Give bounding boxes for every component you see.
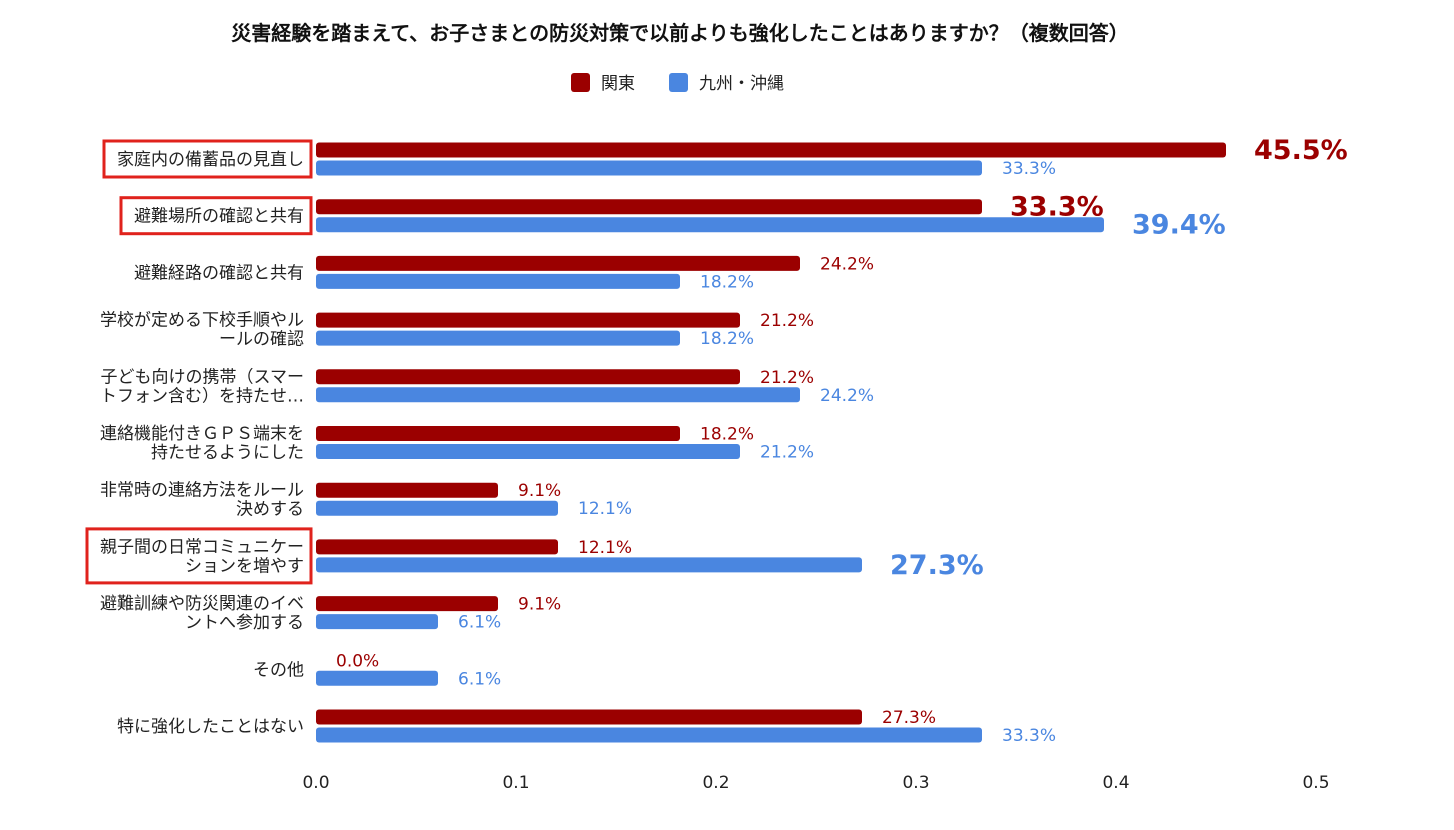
data-label: 39.4% <box>1132 210 1226 241</box>
data-label: 33.3% <box>1002 726 1056 746</box>
value-labels: 45.5% 33.3% 24.2% 21.2% 21.2% 18.2% 9.1% 12.1% 9… <box>336 135 1348 746</box>
category-label: 家庭内の備蓄品の見直し <box>117 150 304 170</box>
bar <box>316 727 982 743</box>
bar <box>316 444 740 459</box>
bar <box>316 500 558 516</box>
x-tick-label: 0.3 <box>902 773 929 793</box>
category-label: ションを増やす <box>185 556 304 576</box>
bar <box>316 614 438 630</box>
legend-swatch <box>571 73 590 92</box>
data-label: 6.1% <box>458 669 501 689</box>
legend-label: 関東 <box>601 74 635 94</box>
data-label: 21.2% <box>760 368 814 388</box>
x-tick-label: 0.0 <box>302 773 329 793</box>
category-label: 親子間の日常コミュニケー <box>100 537 304 557</box>
category-label: 学校が定める下校手順やル <box>100 311 304 331</box>
category-label: ールの確認 <box>219 330 304 350</box>
legend-swatch <box>669 73 688 92</box>
data-label: 27.3% <box>890 550 984 581</box>
bar <box>316 670 438 686</box>
x-tick-label: 0.5 <box>1302 773 1329 793</box>
data-label: 18.2% <box>700 329 754 349</box>
legend-label: 九州・沖縄 <box>699 74 784 94</box>
category-highlight-box <box>119 196 313 236</box>
bar <box>316 312 740 328</box>
category-label: 決めする <box>236 500 304 520</box>
bar <box>316 330 680 346</box>
data-label: 12.1% <box>578 499 632 519</box>
data-label: 18.2% <box>700 272 754 292</box>
bar <box>316 539 558 555</box>
bar <box>316 709 862 725</box>
data-label: 33.3% <box>1002 159 1056 179</box>
category-label: 持たせるようにした <box>151 443 304 463</box>
category-label: 非常時の連絡方法をルール <box>100 481 304 501</box>
category-label: 子ども向けの携帯（スマー <box>101 367 305 387</box>
bar <box>316 596 498 612</box>
category-labels: 家庭内の備蓄品の見直し避難場所の確認と共有避難経路の確認と共有学校が定める下校手… <box>100 150 304 737</box>
category-label: 避難場所の確認と共有 <box>134 207 304 227</box>
bar <box>316 255 800 271</box>
data-label: 12.1% <box>578 538 632 558</box>
x-tick-label: 0.1 <box>502 773 529 793</box>
data-label: 24.2% <box>820 386 874 406</box>
bar <box>316 369 740 385</box>
bar <box>316 142 1226 158</box>
data-label: 0.0% <box>336 651 379 671</box>
category-label: ントへ参加する <box>185 613 304 633</box>
x-tick-label: 0.4 <box>1102 773 1129 793</box>
data-label: 9.1% <box>518 481 561 501</box>
data-label: 45.5% <box>1254 135 1348 166</box>
legend: 関東 九州・沖縄 <box>571 73 784 94</box>
x-tick-label: 0.2 <box>702 773 729 793</box>
data-label: 33.3% <box>1010 192 1104 223</box>
category-highlights <box>85 139 313 585</box>
category-label: 連絡機能付きＧＰＳ端末を <box>100 424 304 444</box>
data-label: 21.2% <box>760 443 814 463</box>
data-label: 24.2% <box>820 254 874 274</box>
category-highlight-box <box>102 139 313 179</box>
category-highlight-box <box>85 527 313 585</box>
category-label: トフォン含む）を持たせ… <box>100 386 304 406</box>
data-label: 6.1% <box>458 613 501 633</box>
bar <box>316 387 800 403</box>
data-label: 9.1% <box>518 595 561 615</box>
bar <box>316 557 862 573</box>
category-label: 特に強化したことはない <box>117 717 304 737</box>
bar <box>316 160 982 176</box>
bar <box>316 273 680 289</box>
bars <box>316 142 1226 743</box>
chart-title: 災害経験を踏まえて、お子さまとの防災対策で以前よりも強化したことはありますか？（… <box>231 21 1128 45</box>
bar <box>316 482 498 498</box>
x-axis-ticks: 0.0 0.1 0.2 0.3 0.4 0.5 <box>302 773 1329 793</box>
data-label: 27.3% <box>882 708 936 728</box>
category-label: 避難経路の確認と共有 <box>134 263 304 283</box>
bar <box>316 217 1104 233</box>
category-label: その他 <box>253 660 304 680</box>
bar <box>316 426 680 441</box>
data-label: 18.2% <box>700 425 754 445</box>
category-label: 避難訓練や防災関連のイベ <box>100 594 304 614</box>
data-label: 21.2% <box>760 311 814 331</box>
bar <box>316 199 982 215</box>
